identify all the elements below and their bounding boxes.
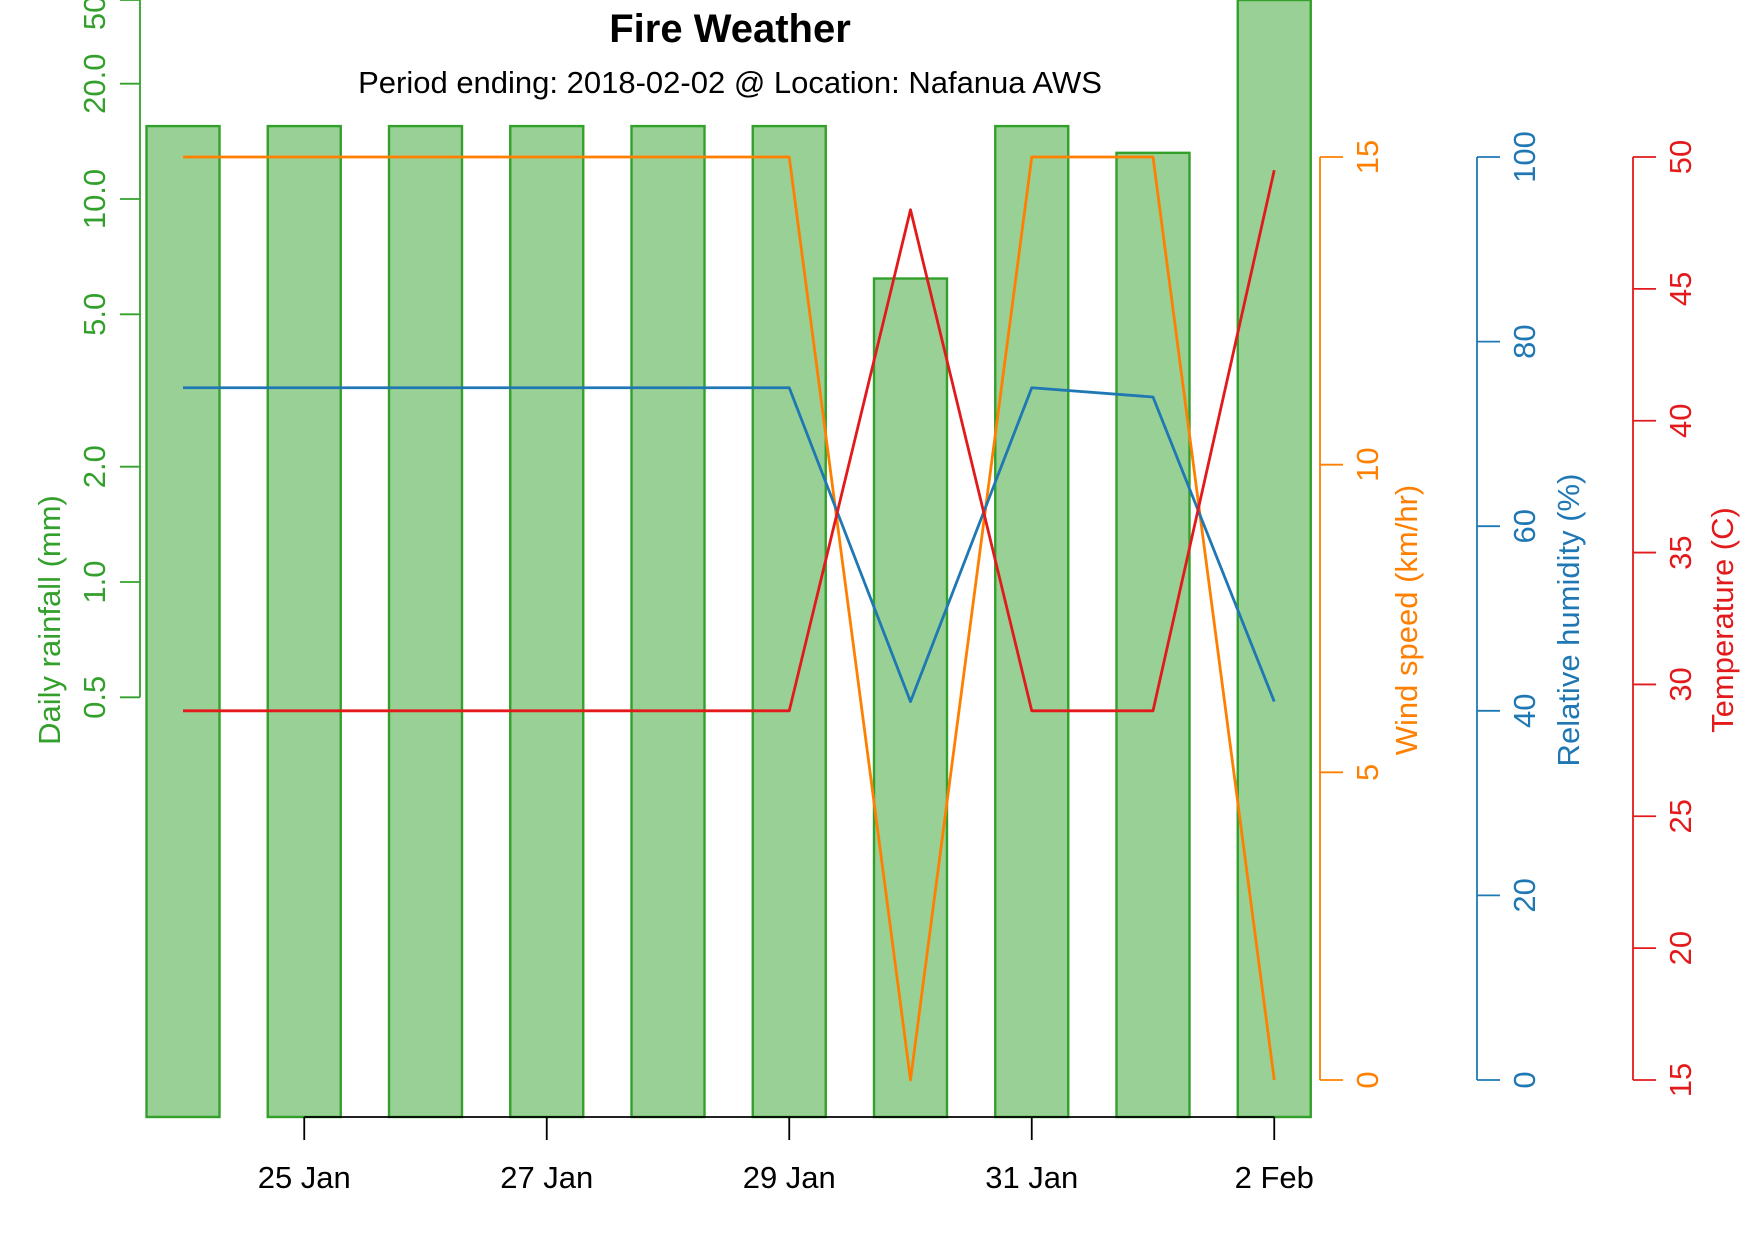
wind-tick-label: 5	[1350, 764, 1385, 781]
temperature-tick-label: 20	[1663, 931, 1698, 965]
wind-tick-label: 0	[1350, 1071, 1385, 1088]
rainfall-tick-label: 1.0	[77, 560, 112, 603]
rainfall-tick-label: 20.0	[77, 54, 112, 114]
humidity-tick-label: 40	[1507, 694, 1542, 728]
temperature-tick-label: 30	[1663, 667, 1698, 701]
humidity-line	[183, 386, 1276, 703]
rainfall-bar	[387, 124, 464, 1119]
rainfall-bar	[1236, 0, 1312, 1119]
x-tick-label: 31 Jan	[985, 1160, 1078, 1195]
wind-axis-label: Wind speed (km/hr)	[1389, 485, 1424, 755]
temperature-tick-label: 25	[1663, 799, 1698, 833]
humidity-tick-label: 100	[1507, 131, 1542, 183]
temperature-axis-label: Temperature (C)	[1705, 507, 1740, 733]
humidity-tick-label: 0	[1507, 1071, 1542, 1088]
y-axes: 0.5 1.0 2.0 5.0 10.0 20.0 50.0 Daily rainfall (…	[32, 0, 1740, 1097]
rainfall-tick-label: 5.0	[77, 293, 112, 336]
temperature-line	[183, 169, 1276, 713]
rainfall-axis-label: Daily rainfall (mm)	[32, 495, 67, 745]
rainfall-tick-label: 2.0	[77, 445, 112, 488]
x-axis: 25 Jan 27 Jan 29 Jan 31 Jan 2 Feb	[258, 1116, 1314, 1195]
rainfall-tick-label: 10.0	[77, 169, 112, 229]
humidity-tick-label: 20	[1507, 878, 1542, 912]
rainfall-bar	[145, 124, 221, 1119]
x-tick-label: 29 Jan	[743, 1160, 836, 1195]
rainfall-bar	[994, 124, 1070, 1119]
temperature-tick-label: 40	[1663, 403, 1698, 437]
rainfall-bar	[1115, 151, 1191, 1119]
series-lines	[183, 155, 1276, 1082]
rainfall-bars	[145, 0, 1312, 1119]
rainfall-bar	[751, 124, 827, 1119]
rainfall-tick-label: 50.0	[77, 0, 112, 30]
temperature-tick-label: 15	[1663, 1063, 1698, 1097]
rainfall-bar	[630, 124, 706, 1119]
wind-line	[183, 155, 1276, 1082]
x-tick-label: 25 Jan	[258, 1160, 351, 1195]
temperature-tick-label: 45	[1663, 272, 1698, 306]
rainfall-bar	[509, 124, 585, 1119]
humidity-tick-label: 80	[1507, 324, 1542, 358]
chart-title: Fire Weather	[609, 7, 851, 51]
humidity-tick-label: 60	[1507, 509, 1542, 543]
x-tick-label: 2 Feb	[1235, 1160, 1314, 1195]
x-tick-label: 27 Jan	[500, 1160, 593, 1195]
wind-tick-label: 10	[1350, 447, 1385, 481]
chart-subtitle: Period ending: 2018-02-02 @ Location: Na…	[358, 65, 1102, 100]
temperature-tick-label: 50	[1663, 140, 1698, 174]
humidity-axis-label: Relative humidity (%)	[1551, 474, 1586, 767]
rainfall-tick-label: 0.5	[77, 676, 112, 719]
rainfall-bar	[266, 124, 342, 1119]
temperature-tick-label: 35	[1663, 535, 1698, 569]
wind-tick-label: 15	[1350, 140, 1385, 174]
